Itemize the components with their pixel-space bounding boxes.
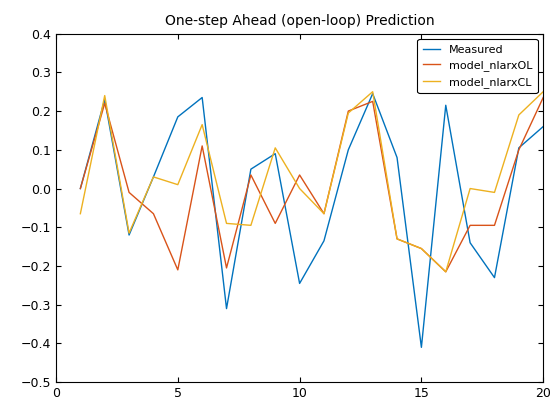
Measured: [77, 186, 84, 191]
model_nlarxOL: [199, 143, 206, 148]
Measured: [418, 345, 424, 350]
Measured: [515, 145, 522, 150]
Measured: [223, 306, 230, 311]
Line: model_nlarxCL: model_nlarxCL: [81, 92, 543, 272]
Line: model_nlarxOL: model_nlarxOL: [81, 97, 543, 272]
model_nlarxCL: [442, 269, 449, 274]
model_nlarxOL: [491, 223, 498, 228]
model_nlarxOL: [150, 211, 157, 216]
model_nlarxOL: [272, 221, 279, 226]
model_nlarxOL: [101, 101, 108, 106]
model_nlarxOL: [320, 211, 327, 216]
model_nlarxCL: [320, 211, 327, 216]
Measured: [296, 281, 303, 286]
model_nlarxOL: [515, 147, 522, 152]
model_nlarxCL: [370, 89, 376, 94]
Measured: [467, 240, 474, 245]
model_nlarxOL: [442, 269, 449, 274]
model_nlarxOL: [296, 173, 303, 178]
model_nlarxCL: [296, 186, 303, 191]
model_nlarxOL: [467, 223, 474, 228]
model_nlarxCL: [540, 89, 547, 94]
model_nlarxCL: [272, 145, 279, 150]
model_nlarxCL: [175, 182, 181, 187]
Measured: [370, 91, 376, 96]
Measured: [320, 238, 327, 243]
model_nlarxCL: [199, 122, 206, 127]
model_nlarxOL: [248, 173, 254, 178]
model_nlarxCL: [491, 190, 498, 195]
Measured: [101, 97, 108, 102]
Measured: [345, 147, 352, 152]
Line: Measured: Measured: [81, 94, 543, 347]
Title: One-step Ahead (open-loop) Prediction: One-step Ahead (open-loop) Prediction: [165, 14, 435, 28]
model_nlarxCL: [515, 113, 522, 118]
Legend: Measured, model_nlarxOL, model_nlarxCL: Measured, model_nlarxOL, model_nlarxCL: [417, 39, 538, 93]
Measured: [491, 275, 498, 280]
Measured: [175, 114, 181, 119]
Measured: [394, 155, 400, 160]
model_nlarxOL: [394, 236, 400, 241]
Measured: [150, 174, 157, 179]
model_nlarxOL: [77, 186, 84, 191]
model_nlarxCL: [467, 186, 474, 191]
model_nlarxOL: [345, 108, 352, 113]
Measured: [540, 124, 547, 129]
model_nlarxCL: [125, 231, 132, 236]
Measured: [272, 151, 279, 156]
Measured: [248, 167, 254, 172]
model_nlarxCL: [77, 211, 84, 216]
model_nlarxCL: [150, 174, 157, 179]
model_nlarxCL: [418, 246, 424, 251]
model_nlarxCL: [345, 110, 352, 116]
Measured: [125, 233, 132, 238]
model_nlarxOL: [125, 190, 132, 195]
model_nlarxCL: [248, 223, 254, 228]
Measured: [442, 103, 449, 108]
model_nlarxOL: [175, 268, 181, 273]
model_nlarxOL: [540, 95, 547, 100]
model_nlarxOL: [370, 99, 376, 104]
model_nlarxCL: [101, 93, 108, 98]
Measured: [199, 95, 206, 100]
model_nlarxOL: [418, 246, 424, 251]
model_nlarxOL: [223, 265, 230, 270]
model_nlarxCL: [394, 236, 400, 241]
model_nlarxCL: [223, 221, 230, 226]
